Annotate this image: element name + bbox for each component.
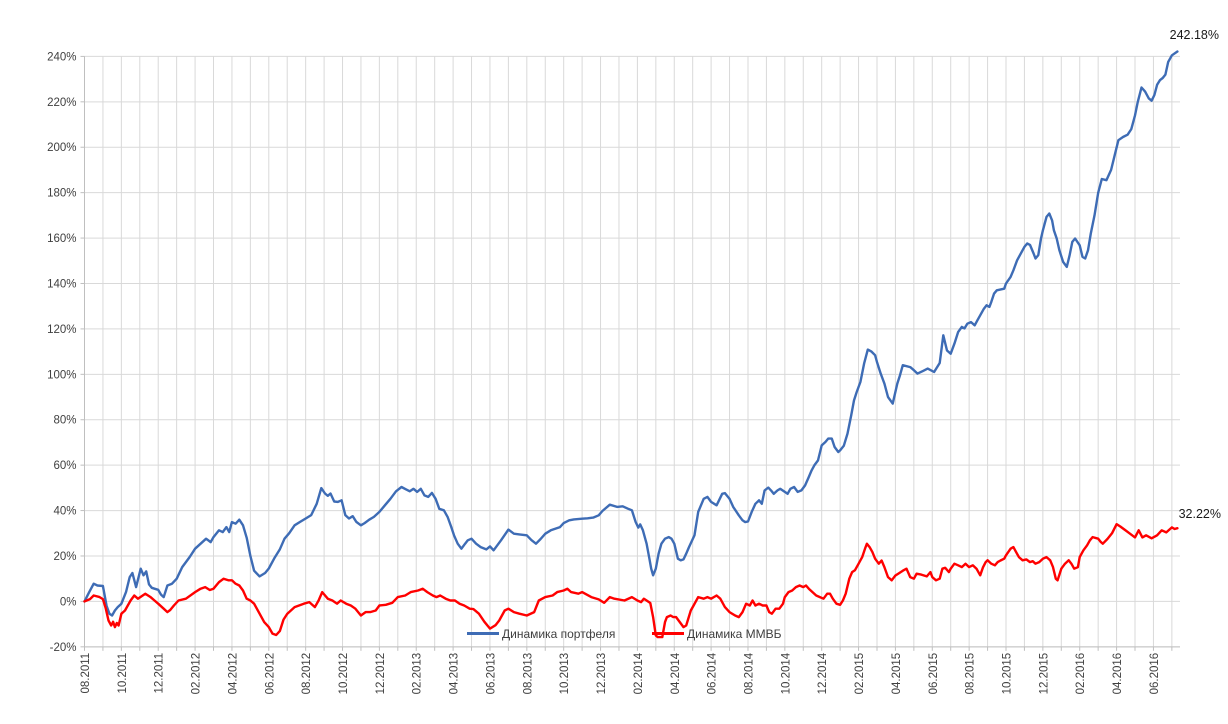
x-tick-label: 02.2014 — [633, 652, 645, 694]
x-tick-label: 10.2011 — [117, 653, 129, 694]
y-tick-label: 100% — [47, 369, 76, 381]
y-tick-label: 120% — [47, 324, 76, 336]
axes — [80, 55, 1180, 651]
x-tick-label: 04.2014 — [670, 652, 682, 694]
legend-portfolio-swatch — [467, 632, 499, 635]
x-tick-label: 10.2013 — [559, 653, 571, 695]
tick-labels: -20% 0% 20% 40% 60% 80% 100% 120% 140% 160% 180% 20… — [47, 51, 1161, 694]
x-tick-label: 06.2014 — [707, 652, 719, 694]
x-tick-label: 08.2013 — [522, 653, 534, 695]
y-tick-label: 80% — [53, 415, 76, 427]
x-tick-label: 04.2015 — [891, 653, 903, 695]
x-tick-label: 08.2011 — [80, 653, 92, 694]
x-tick-label: 06.2012 — [264, 653, 276, 695]
x-tick-label: 04.2016 — [1112, 653, 1124, 695]
mmvb-end-annotation: 32.22% — [1178, 507, 1221, 521]
x-tick-label: 06.2013 — [485, 653, 497, 695]
x-tick-label: 08.2012 — [301, 653, 313, 695]
x-tick-label: 02.2015 — [854, 653, 866, 695]
x-tick-label: 04.2012 — [227, 653, 239, 695]
portfolio-end-annotation: 242.18% — [1169, 28, 1219, 42]
x-tick-label: 12.2013 — [596, 653, 608, 695]
legend-portfolio-label: Динамика портфеля — [502, 627, 616, 641]
x-tick-label: 12.2011 — [154, 653, 166, 694]
x-tick-label: 02.2013 — [412, 653, 424, 695]
y-tick-label: 180% — [47, 188, 76, 200]
x-tick-label: 08.2014 — [743, 652, 755, 694]
y-tick-label: 40% — [53, 506, 76, 518]
x-tick-label: 08.2015 — [965, 653, 977, 695]
y-tick-label: 60% — [53, 460, 76, 472]
y-tick-label: 220% — [47, 97, 76, 109]
x-tick-label: 12.2014 — [817, 652, 829, 694]
y-tick-label: 240% — [47, 51, 76, 63]
y-tick-label: 200% — [47, 142, 76, 154]
x-tick-label: 12.2015 — [1038, 653, 1050, 695]
y-tick-label: 160% — [47, 233, 76, 245]
legend-mmvb-swatch — [652, 632, 684, 635]
y-tick-label: 0% — [60, 596, 77, 608]
gridlines — [84, 55, 1180, 648]
y-tick-label: 20% — [53, 551, 76, 563]
x-tick-label: 06.2016 — [1149, 653, 1161, 695]
x-tick-label: 06.2015 — [928, 653, 940, 695]
x-tick-label: 10.2012 — [338, 653, 350, 695]
y-tick-label: -20% — [50, 642, 77, 654]
legend-mmvb-label: Динамика ММВБ — [687, 627, 782, 641]
x-tick-label: 02.2016 — [1075, 653, 1087, 695]
x-tick-label: 02.2012 — [191, 653, 203, 695]
x-tick-label: 04.2013 — [449, 653, 461, 695]
portfolio-series-line — [83, 50, 1179, 617]
x-tick-label: 10.2014 — [780, 652, 792, 694]
mmvb-series-line — [83, 523, 1179, 639]
y-tick-label: 140% — [47, 278, 76, 290]
x-tick-label: 10.2015 — [1002, 653, 1014, 695]
x-tick-label: 12.2012 — [375, 653, 387, 695]
